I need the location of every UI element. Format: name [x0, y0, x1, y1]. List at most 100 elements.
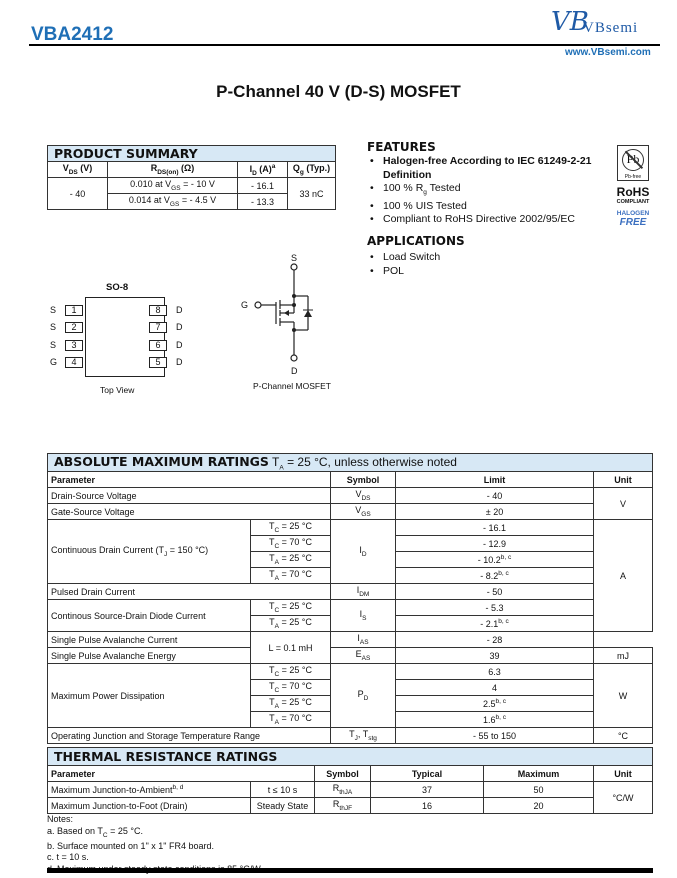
amr-title-text: ABSOLUTE MAXIMUM RATINGS: [54, 454, 269, 469]
header-symbol: Symbol: [330, 471, 396, 489]
table-row: Single Pulse Avalanche Energy EAS 39 mJ: [47, 647, 653, 665]
pin-label: D: [176, 322, 183, 332]
text-part: T: [268, 665, 275, 676]
text-part: A: [274, 559, 279, 567]
limit: - 55 to 150: [395, 727, 594, 745]
unit: A: [593, 519, 653, 633]
application-item: POL: [367, 265, 440, 279]
product-summary-table: PRODUCT SUMMARY VDS (V) RDS(on) (Ω) ID (…: [47, 145, 336, 210]
text-part: A: [274, 703, 279, 711]
header-maximum: Maximum: [483, 765, 594, 782]
text-part: 6.3: [488, 666, 501, 677]
id-value: - 13.3: [237, 193, 288, 210]
parameter: Maximum Power Dissipation: [47, 663, 251, 729]
text-part: A: [619, 570, 626, 581]
text-part: = 70 °C: [278, 569, 312, 580]
applications-list: Load Switch POL: [367, 251, 440, 278]
text-part: b, c: [500, 554, 512, 562]
table-row: Maximum Junction-to-Ambientb, d t ≤ 10 s R…: [47, 781, 653, 814]
table-row: Operating Junction and Storage Temperatu…: [47, 727, 653, 745]
package-view-label: Top View: [100, 385, 135, 395]
text-part: = 25 °C, unless otherwise noted: [283, 455, 457, 469]
vds-value: - 40: [47, 177, 108, 210]
text-part: Steady State: [256, 800, 309, 811]
condition: TA = 70 °C: [250, 711, 331, 729]
note-item: a. Based on TC = 25 °C.: [47, 826, 263, 841]
drain-terminal-icon: [290, 354, 298, 362]
text-part: A: [274, 719, 279, 727]
text-part: 37: [421, 784, 432, 795]
text-part: I: [356, 585, 360, 596]
limit: - 28: [395, 631, 594, 649]
text-part: - 50: [486, 586, 503, 597]
pin-6: 6: [149, 340, 167, 351]
text-part: thJF: [339, 804, 353, 812]
text-part: T: [268, 521, 275, 532]
condition: t ≤ 10 s: [250, 781, 315, 798]
symbol: VDS: [330, 487, 396, 505]
text-part: b. Surface mounted on 1" x 1" FR4 board.: [47, 840, 214, 851]
typical: 37: [370, 781, 484, 798]
channel-arrow-icon: [284, 310, 289, 316]
text-part: - 28: [486, 634, 503, 645]
text-part: R: [332, 799, 340, 810]
header-id: ID (A)a: [237, 161, 288, 178]
text-part: GS: [361, 511, 371, 519]
text-part: b, c: [495, 714, 506, 722]
text-part: E: [355, 649, 362, 660]
applications-title: APPLICATIONS: [367, 234, 465, 248]
text-part: - 16.1: [250, 180, 274, 191]
pin-5: 5: [149, 357, 167, 368]
header-qg: Qg (Typ.): [287, 161, 336, 178]
logo-text: VBsemi: [583, 20, 639, 36]
website-link[interactable]: www.VBsemi.com: [565, 47, 651, 58]
text-part: , T: [357, 729, 369, 740]
text-part: Halogen-free According to IEC 61249-2-21…: [383, 155, 592, 181]
text-part: - 16.1: [482, 522, 506, 533]
text-part: Single Pulse Avalanche Energy: [51, 650, 176, 661]
text-part: = 25 °C.: [107, 825, 143, 836]
schematic-source-label: S: [291, 253, 298, 263]
limit: - 16.1: [395, 519, 594, 537]
text-part: V: [355, 489, 362, 500]
text-part: = - 10 V: [180, 179, 215, 190]
notes-title: Notes:: [47, 814, 74, 824]
symbol: IAS: [330, 631, 396, 649]
unit: °C: [593, 727, 653, 745]
condition: TA = 25 °C: [250, 615, 331, 633]
condition: TA = 25 °C: [250, 695, 331, 713]
amr-condition: TA = 25 °C, unless otherwise noted: [268, 455, 457, 471]
application-item: Load Switch: [367, 251, 440, 265]
notes: Notes: a. Based on TC = 25 °C. b. Surfac…: [47, 814, 263, 875]
limit: 6.3: [395, 663, 594, 681]
text-part: C: [274, 687, 280, 695]
text-part: = 150 °C): [167, 545, 209, 556]
condition: TC = 25 °C: [250, 663, 331, 681]
logo-mark-icon: VB: [551, 7, 589, 37]
text-part: J: [164, 551, 168, 559]
condition: TC = 70 °C: [250, 535, 331, 553]
amr-title: ABSOLUTE MAXIMUM RATINGS TA = 25 °C, unl…: [47, 452, 653, 473]
text-part: L = 0.1 mH: [268, 642, 313, 653]
header-vds: VDS (V): [47, 161, 108, 178]
limit: 39: [395, 647, 594, 665]
halogen-label: HALOGEN: [616, 210, 650, 217]
text-part: - 2.1: [480, 619, 499, 630]
condition: TC = 25 °C: [250, 519, 331, 537]
table-row: Continuous Drain Current (TJ = 150 °C) TC…: [47, 519, 653, 633]
parameter: Single Pulse Avalanche Energy: [47, 647, 251, 665]
text-part: Pulsed Drain Current: [51, 586, 136, 597]
text-part: V: [62, 163, 69, 174]
table-row: TC = 70 °C 4: [48, 679, 653, 697]
gate-terminal-icon: [254, 301, 262, 309]
text-part: - 55 to 150: [472, 730, 517, 741]
limit: 4: [395, 679, 594, 697]
text-part: T: [268, 455, 280, 469]
pin-label: S: [50, 340, 57, 350]
text-part: - 13.3: [250, 196, 274, 207]
free-label: FREE: [619, 217, 647, 228]
text-part: = 25 °C: [279, 521, 313, 532]
text-part: 0.010 at V: [130, 179, 172, 190]
text-part: = - 4.5 V: [179, 195, 217, 206]
header-unit: Unit: [593, 765, 653, 782]
